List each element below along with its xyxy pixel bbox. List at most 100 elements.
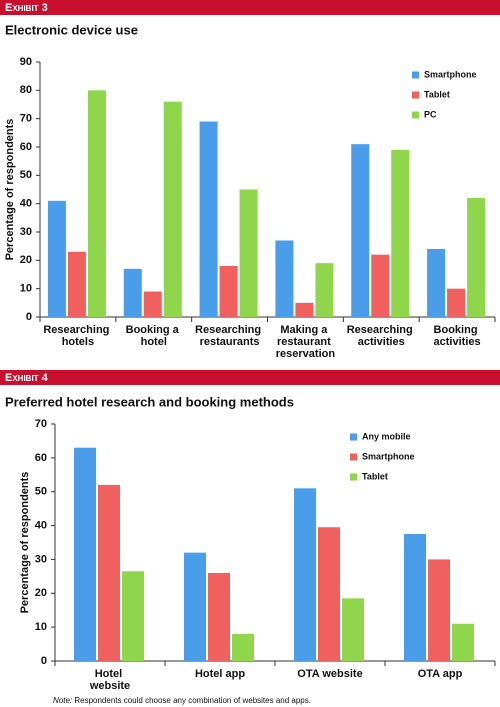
- x-tick-label: Hotel website: [89, 668, 130, 692]
- bar: [391, 149, 410, 317]
- legend-swatch: [412, 71, 419, 79]
- x-tick-label: Making a restaurant reservation: [276, 324, 336, 360]
- y-tick-label: 40: [35, 519, 47, 531]
- y-tick-label: 90: [20, 56, 32, 68]
- x-tick-label-line: restaurants: [200, 336, 260, 348]
- x-tick-label: Researching restaurants: [195, 324, 264, 348]
- x-tick-label-line: Hotel: [95, 668, 126, 680]
- bar: [123, 268, 142, 317]
- y-tick-label: 30: [35, 553, 47, 565]
- y-tick-label: 60: [20, 141, 32, 153]
- x-tick-label-line: Booking a: [126, 324, 182, 336]
- x-tick-label-line: Researching: [43, 324, 112, 336]
- legend-swatch: [350, 453, 357, 461]
- legend-swatch: [350, 473, 357, 481]
- bar: [294, 488, 316, 661]
- note-label: Note:: [53, 696, 72, 705]
- exhibit-bar: [0, 370, 500, 385]
- bar: [163, 101, 182, 318]
- bar: [371, 254, 390, 317]
- legend-label: Smartphone: [424, 69, 477, 79]
- x-tick-label-line: reservation: [276, 348, 336, 360]
- y-tick-label: 20: [20, 254, 32, 266]
- bar: [404, 534, 426, 661]
- chart-title: Preferred hotel research and booking met…: [5, 394, 294, 409]
- bar: [427, 249, 446, 317]
- bar: [239, 189, 258, 317]
- legend-label: PC: [424, 109, 437, 119]
- legend-label: Tablet: [362, 471, 388, 481]
- y-axis-label: Percentage of respondents: [19, 472, 31, 614]
- bar: [295, 302, 314, 317]
- bar: [184, 552, 206, 661]
- bar: [74, 447, 96, 661]
- bar: [342, 598, 364, 661]
- y-tick-label: 40: [20, 198, 32, 210]
- note: Note: Respondents could choose any combi…: [53, 696, 311, 705]
- x-tick-label: Hotel app: [195, 668, 245, 680]
- x-tick-label: Researching hotels: [43, 324, 112, 348]
- x-tick-label-line: hotel: [141, 336, 167, 348]
- bar: [232, 633, 254, 661]
- bar: [447, 288, 466, 317]
- y-tick-label: 30: [20, 226, 32, 238]
- bar: [351, 144, 370, 317]
- y-tick-label: 50: [20, 169, 32, 181]
- bar: [98, 484, 120, 661]
- bar: [275, 240, 294, 317]
- legend-label: Smartphone: [362, 451, 415, 461]
- x-tick-label: OTA website: [297, 668, 362, 680]
- x-tick-label-line: Researching: [347, 324, 416, 336]
- x-tick-label-line: Researching: [195, 324, 264, 336]
- x-tick-label-line: website: [89, 680, 130, 692]
- exhibit-bar: [0, 0, 500, 15]
- bar: [199, 121, 218, 317]
- bar: [315, 263, 334, 317]
- x-tick-label-line: OTA website: [297, 668, 362, 680]
- x-tick-label-line: activities: [358, 336, 405, 348]
- legend-swatch: [350, 433, 357, 441]
- y-tick-label: 60: [35, 452, 47, 464]
- legend-label: Any mobile: [362, 431, 411, 441]
- bar: [143, 291, 162, 317]
- x-tick-label-line: Making a: [280, 324, 330, 336]
- y-axis-label: Percentage of respondents: [4, 119, 16, 261]
- legend-label: Tablet: [424, 89, 450, 99]
- bar: [467, 198, 486, 317]
- x-tick-label-line: activities: [434, 336, 481, 348]
- x-tick-label: Researching activities: [347, 324, 416, 348]
- bar: [318, 527, 340, 661]
- bar: [428, 559, 450, 661]
- x-tick-label-line: hotels: [62, 336, 94, 348]
- y-tick-label: 10: [35, 621, 47, 633]
- exhibit-label: Exhibit 4: [5, 372, 49, 384]
- bar: [208, 572, 230, 661]
- bar: [67, 251, 86, 317]
- bar: [122, 571, 144, 661]
- legend-swatch: [412, 111, 419, 119]
- x-tick-label-line: restaurant: [277, 336, 334, 348]
- y-tick-label: 80: [20, 84, 32, 96]
- x-tick-label-line: Booking: [434, 324, 481, 336]
- y-tick-label: 0: [26, 311, 32, 323]
- y-tick-label: 10: [20, 283, 32, 295]
- bar: [47, 200, 66, 317]
- exhibit-label: Exhibit 3: [5, 2, 48, 14]
- note-text: Respondents could choose any combination…: [74, 696, 311, 705]
- x-tick-label: OTA app: [418, 668, 463, 680]
- x-tick-label-line: OTA app: [418, 668, 463, 680]
- y-tick-label: 70: [20, 113, 32, 125]
- legend-swatch: [412, 91, 419, 99]
- y-tick-label: 70: [35, 418, 47, 430]
- x-tick-label-line: Hotel app: [195, 668, 245, 680]
- y-tick-label: 20: [35, 587, 47, 599]
- bar: [219, 266, 238, 317]
- chart-title: Electronic device use: [5, 22, 138, 37]
- bar: [87, 90, 106, 317]
- x-tick-label: Booking activities: [434, 324, 481, 348]
- x-tick-label: Booking a hotel: [126, 324, 182, 348]
- y-tick-label: 0: [41, 655, 47, 667]
- y-tick-label: 50: [35, 486, 47, 498]
- bar: [452, 623, 474, 661]
